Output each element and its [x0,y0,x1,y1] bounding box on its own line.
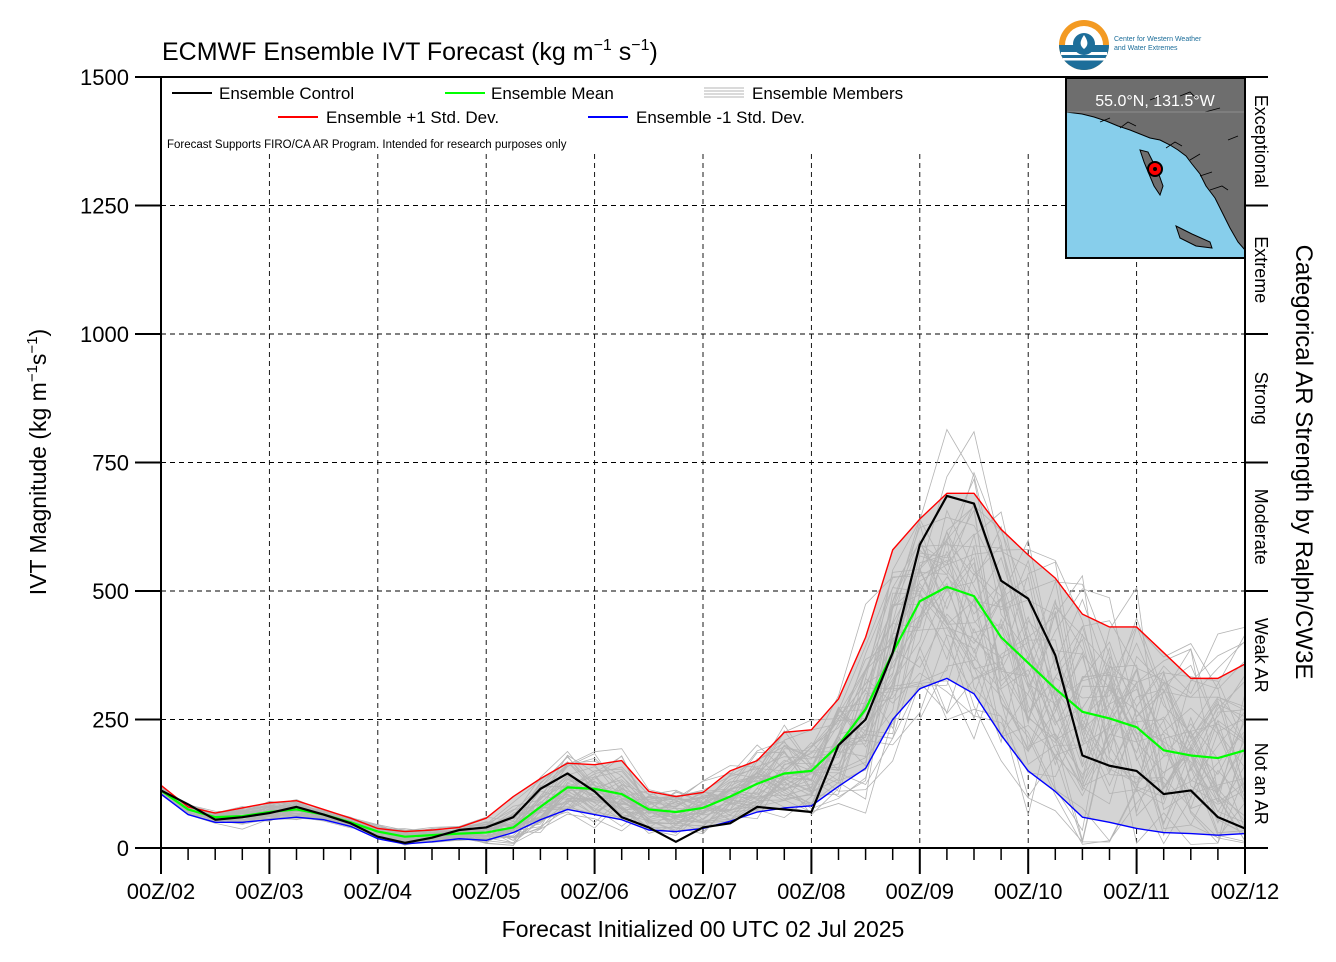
ensemble-member-line [160,559,1246,838]
x-tick-label: 00Z/04 [344,879,413,904]
x-tick-label: 00Z/10 [994,879,1063,904]
category-label: Moderate [1251,489,1271,565]
x-tick-label: 00Z/06 [560,879,629,904]
ar-category-labels: Not an AR Weak AR Moderate Strong Extreme Exc… [1245,76,1271,849]
logo-text-line1: Center for Western Weather [1114,36,1202,43]
legend-members-label: Ensemble Members [752,84,903,103]
inset-island-2 [1175,225,1213,249]
category-label: Strong [1251,372,1271,425]
y-tick-label: 1000 [80,322,129,347]
ensemble-member-line [160,561,1246,839]
category-label: Not an AR [1251,743,1271,825]
y-tick-label: 500 [92,579,129,604]
series-lines [160,492,1246,845]
x-tick-label: 00Z/07 [669,879,738,904]
chart-title: ECMWF Ensemble IVT Forecast (kg m−1 s−1) [162,37,658,66]
x-tick-label: 00Z/05 [452,879,521,904]
ensemble-control-line [160,494,1246,844]
legend-members-swatch [704,87,744,98]
category-axis-label: Categorical AR Strength by Ralph/CW3E [1290,245,1317,680]
inset-map: 55.0°N, 131.5°W [1065,77,1246,259]
disclaimer-note: Forecast Supports FIRO/CA AR Program. In… [167,139,567,151]
x-tick-label: 00Z/12 [1211,879,1280,904]
ensemble-member-line [160,615,1246,838]
inset-coastline [1065,111,1246,251]
axes: 0 250 500 750 1000 1250 1500 00Z/02 00Z/03 00Z/04… [80,65,1279,904]
ensemble-1-std-dev--line [160,492,1246,833]
ensemble-member-line [160,539,1246,843]
x-tick-label: 00Z/02 [127,879,196,904]
x-tick-label: 00Z/09 [886,879,955,904]
y-axis-label: IVT Magnitude (kg m−1s−1) [24,329,51,595]
y-tick-label: 1250 [80,194,129,219]
ensemble-members [160,428,1246,846]
ensemble-spread-band [161,493,1245,844]
inset-location-label: 55.0°N, 131.5°W [1095,93,1215,110]
legend-minus-std-label: Ensemble -1 Std. Dev. [636,108,805,127]
category-label: Exceptional [1251,95,1271,188]
x-tick-label: 00Z/11 [1103,879,1170,904]
legend-mean-label: Ensemble Mean [491,84,614,103]
x-tick-label: 00Z/08 [777,879,846,904]
category-label: Extreme [1251,236,1271,303]
y-tick-label: 250 [92,708,129,733]
cw3e-logo: Center for Western Weather and Water Ext… [1059,20,1202,70]
y-tick-label: 750 [92,451,129,476]
inset-frame [1065,77,1246,259]
location-marker-dot-icon [1153,167,1157,171]
ensemble-member-line [160,533,1246,845]
legend-plus-std-label: Ensemble +1 Std. Dev. [326,108,499,127]
x-tick-label: 00Z/03 [235,879,304,904]
category-label: Weak AR [1251,618,1271,693]
logo-text-line2: and Water Extremes [1114,45,1178,52]
legend-control-label: Ensemble Control [219,84,354,103]
inset-fjords [1099,91,1239,191]
inset-land [1066,78,1245,250]
y-tick-label: 0 [117,836,129,861]
legend: Ensemble Control Ensemble Mean Ensemble … [167,84,903,151]
x-axis-label: Forecast Initialized 00 UTC 02 Jul 2025 [502,916,905,942]
y-tick-label: 1500 [80,65,129,90]
